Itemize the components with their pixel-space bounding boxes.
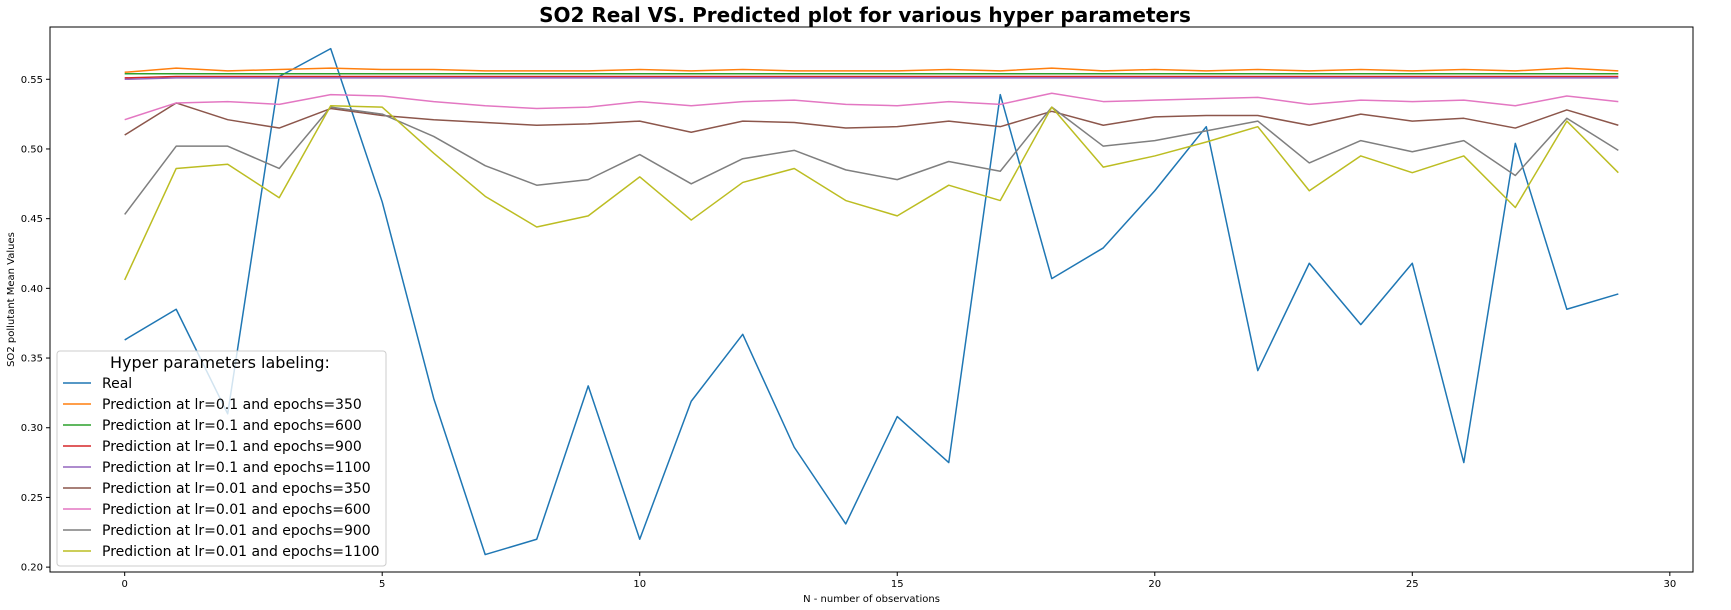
series-line-3 bbox=[124, 75, 1619, 79]
legend-entry-label: Prediction at lr=0.01 and epochs=600 bbox=[102, 502, 371, 518]
y-tick-label: 0.25 bbox=[21, 493, 43, 504]
legend-entry-label: Prediction at lr=0.01 and epochs=1100 bbox=[102, 544, 380, 560]
plot-frame bbox=[49, 26, 1694, 573]
legend-box bbox=[56, 350, 387, 567]
legend-entry-label: Prediction at lr=0.1 and epochs=350 bbox=[102, 397, 362, 413]
legend-entry-label: Real bbox=[102, 376, 132, 392]
y-tick-label: 0.55 bbox=[21, 75, 43, 86]
series-line-8 bbox=[123, 105, 1619, 281]
y-tick-label: 0.50 bbox=[21, 144, 43, 155]
legend-entry-label: Prediction at lr=0.01 and epochs=900 bbox=[102, 523, 371, 539]
series-line-7 bbox=[124, 106, 1619, 215]
legend-entry-label: Prediction at lr=0.1 and epochs=1100 bbox=[102, 460, 371, 476]
series-line-4 bbox=[124, 77, 1619, 81]
legend-entry-label: Prediction at lr=0.1 and epochs=900 bbox=[102, 439, 362, 455]
x-tick-label: 0 bbox=[121, 579, 127, 590]
x-tick-label: 25 bbox=[1406, 579, 1419, 590]
chart-title: SO2 Real VS. Predicted plot for various … bbox=[539, 3, 1191, 27]
x-axis: 0 5 10 15 20 25 30 bbox=[121, 572, 1676, 590]
legend: Hyper parameters labeling: Real Predictio… bbox=[56, 350, 387, 567]
x-tick-label: 5 bbox=[379, 579, 385, 590]
x-tick-label: 10 bbox=[633, 579, 646, 590]
y-tick-label: 0.40 bbox=[21, 284, 43, 295]
x-tick-label: 30 bbox=[1663, 579, 1676, 590]
series-line-5 bbox=[124, 102, 1619, 136]
y-tick-label: 0.20 bbox=[21, 563, 43, 574]
series-line-6 bbox=[124, 92, 1619, 121]
y-tick-label: 0.35 bbox=[21, 354, 43, 365]
y-axis-label: SO2 pollutant Mean Values bbox=[6, 232, 17, 367]
plot-area bbox=[123, 47, 1619, 556]
x-tick-label: 15 bbox=[891, 579, 904, 590]
legend-entry-label: Prediction at lr=0.01 and epochs=350 bbox=[102, 481, 371, 497]
series-line-0 bbox=[124, 47, 1619, 556]
legend-title: Hyper parameters labeling: bbox=[110, 353, 330, 372]
y-axis: 0.20 0.25 0.30 0.35 0.40 0.45 0.50 0.55 bbox=[21, 75, 50, 574]
y-tick-label: 0.45 bbox=[21, 214, 43, 225]
series-line-1 bbox=[124, 67, 1619, 74]
y-tick-label: 0.30 bbox=[21, 423, 43, 434]
legend-entry-label: Prediction at lr=0.1 and epochs=600 bbox=[102, 418, 362, 434]
x-axis-label: N - number of observations bbox=[803, 594, 940, 605]
x-tick-label: 20 bbox=[1148, 579, 1161, 590]
